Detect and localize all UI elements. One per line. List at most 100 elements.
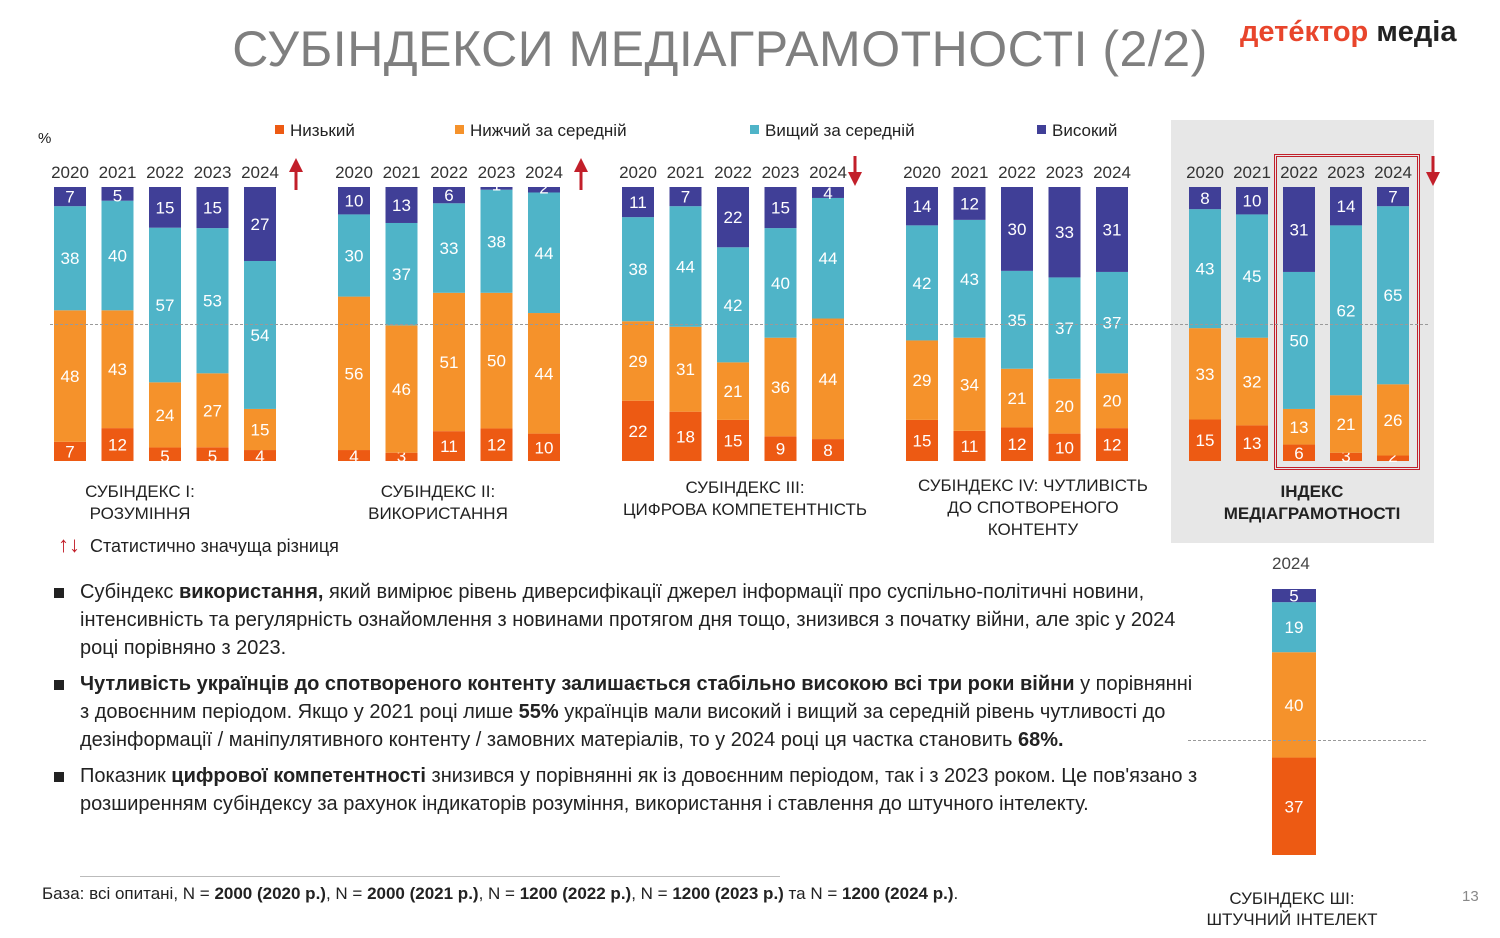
data-label: 53 <box>203 292 222 311</box>
data-label: 15 <box>724 431 743 450</box>
bar-segment <box>528 187 560 193</box>
data-label: 30 <box>1008 220 1027 239</box>
year-label: 2024 <box>1093 163 1131 182</box>
year-label: 2024 <box>241 163 279 182</box>
data-label: 56 <box>345 364 364 383</box>
finding-sensitivity: Чутливість українців до спотвореного кон… <box>50 670 1200 754</box>
year-label: 2020 <box>51 163 89 182</box>
data-label: 43 <box>108 360 127 379</box>
data-label: 24 <box>156 406 175 425</box>
bar-segment <box>480 292 513 429</box>
bar-segment <box>528 192 560 314</box>
data-label: 22 <box>629 422 648 441</box>
bar-segment <box>1377 206 1409 385</box>
data-label: 15 <box>1196 431 1215 450</box>
year-label: 2022 <box>998 163 1036 182</box>
bar-segment <box>906 340 938 420</box>
data-label: 11 <box>440 437 458 456</box>
ai-bar-segment <box>1272 602 1316 653</box>
data-label: 12 <box>108 436 127 455</box>
group-title-usage: СУБІНДЕКС ІІ: ВИКОРИСТАННЯ <box>338 481 538 525</box>
bar-segment <box>764 436 797 461</box>
data-label: 15 <box>771 199 790 218</box>
bar-segment <box>812 187 844 198</box>
data-label: 57 <box>156 296 175 315</box>
data-label: 40 <box>771 274 790 293</box>
logo-part-2: медіа <box>1376 16 1457 48</box>
data-label: 20 <box>1103 392 1122 411</box>
bar-segment <box>1189 209 1221 329</box>
bar-segment <box>669 187 702 207</box>
bar-segment <box>1001 270 1033 369</box>
base-n: 2000 (2021 р.) <box>367 884 479 903</box>
data-label: 54 <box>251 326 270 345</box>
bar-segment <box>812 197 844 319</box>
legend-label-low: Низький <box>290 121 355 140</box>
data-label: 20 <box>1055 397 1074 416</box>
data-label: 15 <box>203 199 222 218</box>
data-label: 35 <box>1008 311 1027 330</box>
bar-segment <box>1236 187 1268 215</box>
base-n: 2000 (2020 р.) <box>214 884 326 903</box>
group-title-line: РОЗУМІННЯ <box>89 504 191 523</box>
group-title-line: СУБІНДЕКС ІV: ЧУТЛИВІСТЬ <box>918 476 1148 495</box>
data-label: 13 <box>392 196 411 215</box>
data-label: 18 <box>676 427 695 446</box>
legend-swatch-low <box>275 125 284 134</box>
bar-segment <box>1048 187 1081 278</box>
group-title-line: ВИКОРИСТАННЯ <box>368 504 508 523</box>
ai-data-label: 37 <box>1285 797 1304 816</box>
data-label: 11 <box>629 193 647 212</box>
legend-item-high: Високий <box>1037 121 1117 141</box>
data-label: 42 <box>724 296 743 315</box>
data-label: 7 <box>65 188 74 207</box>
year-label: 2021 <box>1233 163 1271 182</box>
bar-segment <box>1096 271 1128 374</box>
data-label: 5 <box>113 187 122 206</box>
data-label: 44 <box>535 244 554 263</box>
data-label: 43 <box>960 270 979 289</box>
bar-segment <box>622 321 654 401</box>
data-label: 40 <box>108 247 127 266</box>
bar-segment <box>1283 187 1315 272</box>
bar-segment <box>1236 214 1268 338</box>
year-label: 2021 <box>951 163 989 182</box>
data-label: 31 <box>1103 220 1122 239</box>
bar-segment <box>1096 187 1128 272</box>
bar-segment <box>622 400 654 461</box>
data-label: 8 <box>1200 189 1209 208</box>
data-label: 42 <box>913 274 932 293</box>
data-label: 15 <box>156 198 175 217</box>
bar-segment <box>480 187 513 190</box>
bar-segment <box>1048 277 1081 379</box>
data-label: 38 <box>629 260 648 279</box>
finding-emphasis: Чутливість українців до спотвореного кон… <box>80 673 1075 695</box>
base-n: 1200 (2023 р.) <box>672 884 784 903</box>
data-label: 44 <box>535 364 554 383</box>
data-label: 27 <box>203 401 222 420</box>
bar-segment <box>149 382 181 448</box>
year-label: 2023 <box>194 163 232 182</box>
bar-segment <box>1330 187 1362 226</box>
ai-bar-segment <box>1272 757 1316 855</box>
data-label: 44 <box>819 370 838 389</box>
data-label: 62 <box>1337 301 1356 320</box>
bar-segment <box>385 187 418 223</box>
finding-text: у порівнянні з довоєнним періодом. Якщо … <box>80 673 1193 723</box>
data-label: 50 <box>1290 331 1309 350</box>
brand-logo: детéктор медіа <box>1240 16 1457 49</box>
data-label: 7 <box>1388 188 1397 207</box>
page-number: 13 <box>1462 888 1479 905</box>
data-label: 7 <box>681 188 690 207</box>
bar-segment <box>338 450 370 461</box>
page-title: СУБІНДЕКСИ МЕДІАГРАМОТНОСТІ (2/2) <box>232 21 1208 77</box>
bar-segment <box>1377 384 1409 456</box>
data-label: 45 <box>1243 267 1262 286</box>
data-label: 30 <box>345 247 364 266</box>
bar-segment <box>1001 368 1033 428</box>
bar-segment <box>1330 452 1362 461</box>
data-label: 10 <box>345 192 364 211</box>
bar-segment <box>669 411 702 461</box>
bar-segment <box>196 187 229 229</box>
data-label: 12 <box>487 436 506 455</box>
